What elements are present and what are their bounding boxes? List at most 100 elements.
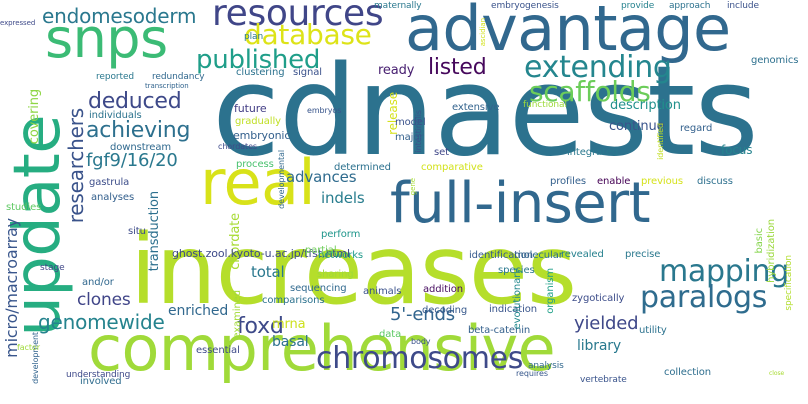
word: data: [379, 329, 402, 340]
word: ready: [378, 63, 415, 78]
word: cdnaests: [212, 40, 759, 184]
word: evolutionary: [512, 268, 523, 330]
word: partial: [305, 245, 337, 256]
word: vertebrate: [580, 375, 627, 385]
word: intestinalis: [414, 110, 423, 153]
word: organism: [545, 268, 556, 314]
word: basic: [754, 228, 765, 254]
word: genomics: [751, 55, 799, 66]
word: focus: [721, 143, 753, 157]
word: networks: [318, 250, 364, 261]
word: development: [31, 332, 40, 384]
word: model: [395, 117, 426, 128]
word: 5'-ends: [390, 304, 455, 325]
word: transduction: [147, 191, 162, 272]
word: provide: [621, 1, 655, 11]
word: comparative: [421, 162, 483, 173]
word: determined: [334, 162, 391, 173]
word: gradually: [235, 116, 281, 127]
word: reported: [96, 72, 135, 82]
word: factor: [17, 343, 40, 352]
word: molecular: [514, 250, 563, 261]
word: covering: [27, 89, 42, 145]
word: expressed: [0, 19, 36, 27]
word: profiles: [550, 176, 586, 187]
word: total: [251, 263, 285, 281]
word: involved: [80, 376, 122, 387]
word: embryonic: [233, 129, 291, 142]
word: sharing: [317, 269, 354, 280]
word: set: [434, 147, 449, 158]
word: integrated: [567, 147, 619, 158]
word: description: [610, 98, 681, 113]
word: basal: [272, 334, 309, 350]
word: indels: [321, 189, 365, 207]
word: ghost.zool.kyoto-u.ac.jp/tfst.html: [172, 247, 350, 260]
word: functional: [523, 100, 567, 110]
word: plan: [244, 32, 264, 42]
word: embryogenesis: [491, 1, 559, 11]
word: comparisons: [262, 295, 325, 306]
word: major: [395, 132, 424, 143]
word: genomewide: [38, 310, 165, 334]
word: deduced: [88, 89, 182, 114]
word: process: [236, 159, 274, 170]
word: include: [727, 1, 759, 11]
word: resources: [212, 0, 384, 34]
word: gene: [409, 178, 417, 196]
word: future: [234, 102, 267, 115]
word: fgf9/16/20: [86, 150, 178, 171]
word: increases: [130, 214, 577, 326]
word: body: [411, 337, 431, 346]
word: researchers: [64, 108, 88, 224]
word: identification: [469, 250, 533, 261]
word: enable: [597, 176, 631, 187]
word: studies: [6, 202, 42, 213]
word: collection: [664, 367, 711, 378]
word: understanding: [66, 370, 131, 380]
word: analyses: [91, 192, 135, 203]
word: signal: [293, 67, 322, 78]
word: developmental: [277, 150, 286, 209]
word: achieving: [86, 118, 191, 143]
word: discuss: [697, 176, 733, 187]
word: decoding: [422, 305, 468, 316]
word: addition: [423, 284, 463, 295]
word: release: [386, 92, 400, 135]
word: stage: [40, 263, 65, 273]
word: embryos: [307, 106, 342, 115]
word: zygotically: [572, 293, 625, 304]
word: library: [577, 338, 622, 354]
word: chordate: [228, 213, 243, 270]
word: examined: [232, 290, 243, 339]
word: ascidian: [479, 18, 487, 47]
word: close: [769, 370, 785, 377]
word: redundancy: [152, 72, 205, 82]
word: extensive: [452, 102, 500, 113]
word: situ: [128, 226, 146, 237]
word: listed: [428, 55, 487, 80]
word: database: [244, 18, 372, 51]
word: transcription: [145, 82, 189, 90]
word: previous: [641, 176, 683, 187]
word: clustering: [236, 67, 285, 78]
word: sequencing: [290, 283, 347, 294]
word: real: [200, 146, 316, 219]
word: comprehensive: [88, 312, 556, 385]
word: and/or: [82, 277, 114, 288]
word: essential: [196, 345, 240, 356]
word: identified: [656, 123, 665, 160]
word: full-insert: [390, 171, 651, 236]
word: snps: [45, 7, 168, 70]
word: mapping: [659, 254, 789, 289]
word: hybridization: [766, 219, 777, 283]
word: micro/macroarray: [2, 218, 21, 358]
word: chordates: [218, 142, 257, 151]
word: animals: [363, 286, 402, 297]
word: requires: [516, 369, 548, 378]
word: species: [498, 265, 535, 276]
word: chromosomes: [316, 341, 524, 376]
word: perform: [321, 229, 361, 240]
word: specification: [784, 255, 794, 311]
